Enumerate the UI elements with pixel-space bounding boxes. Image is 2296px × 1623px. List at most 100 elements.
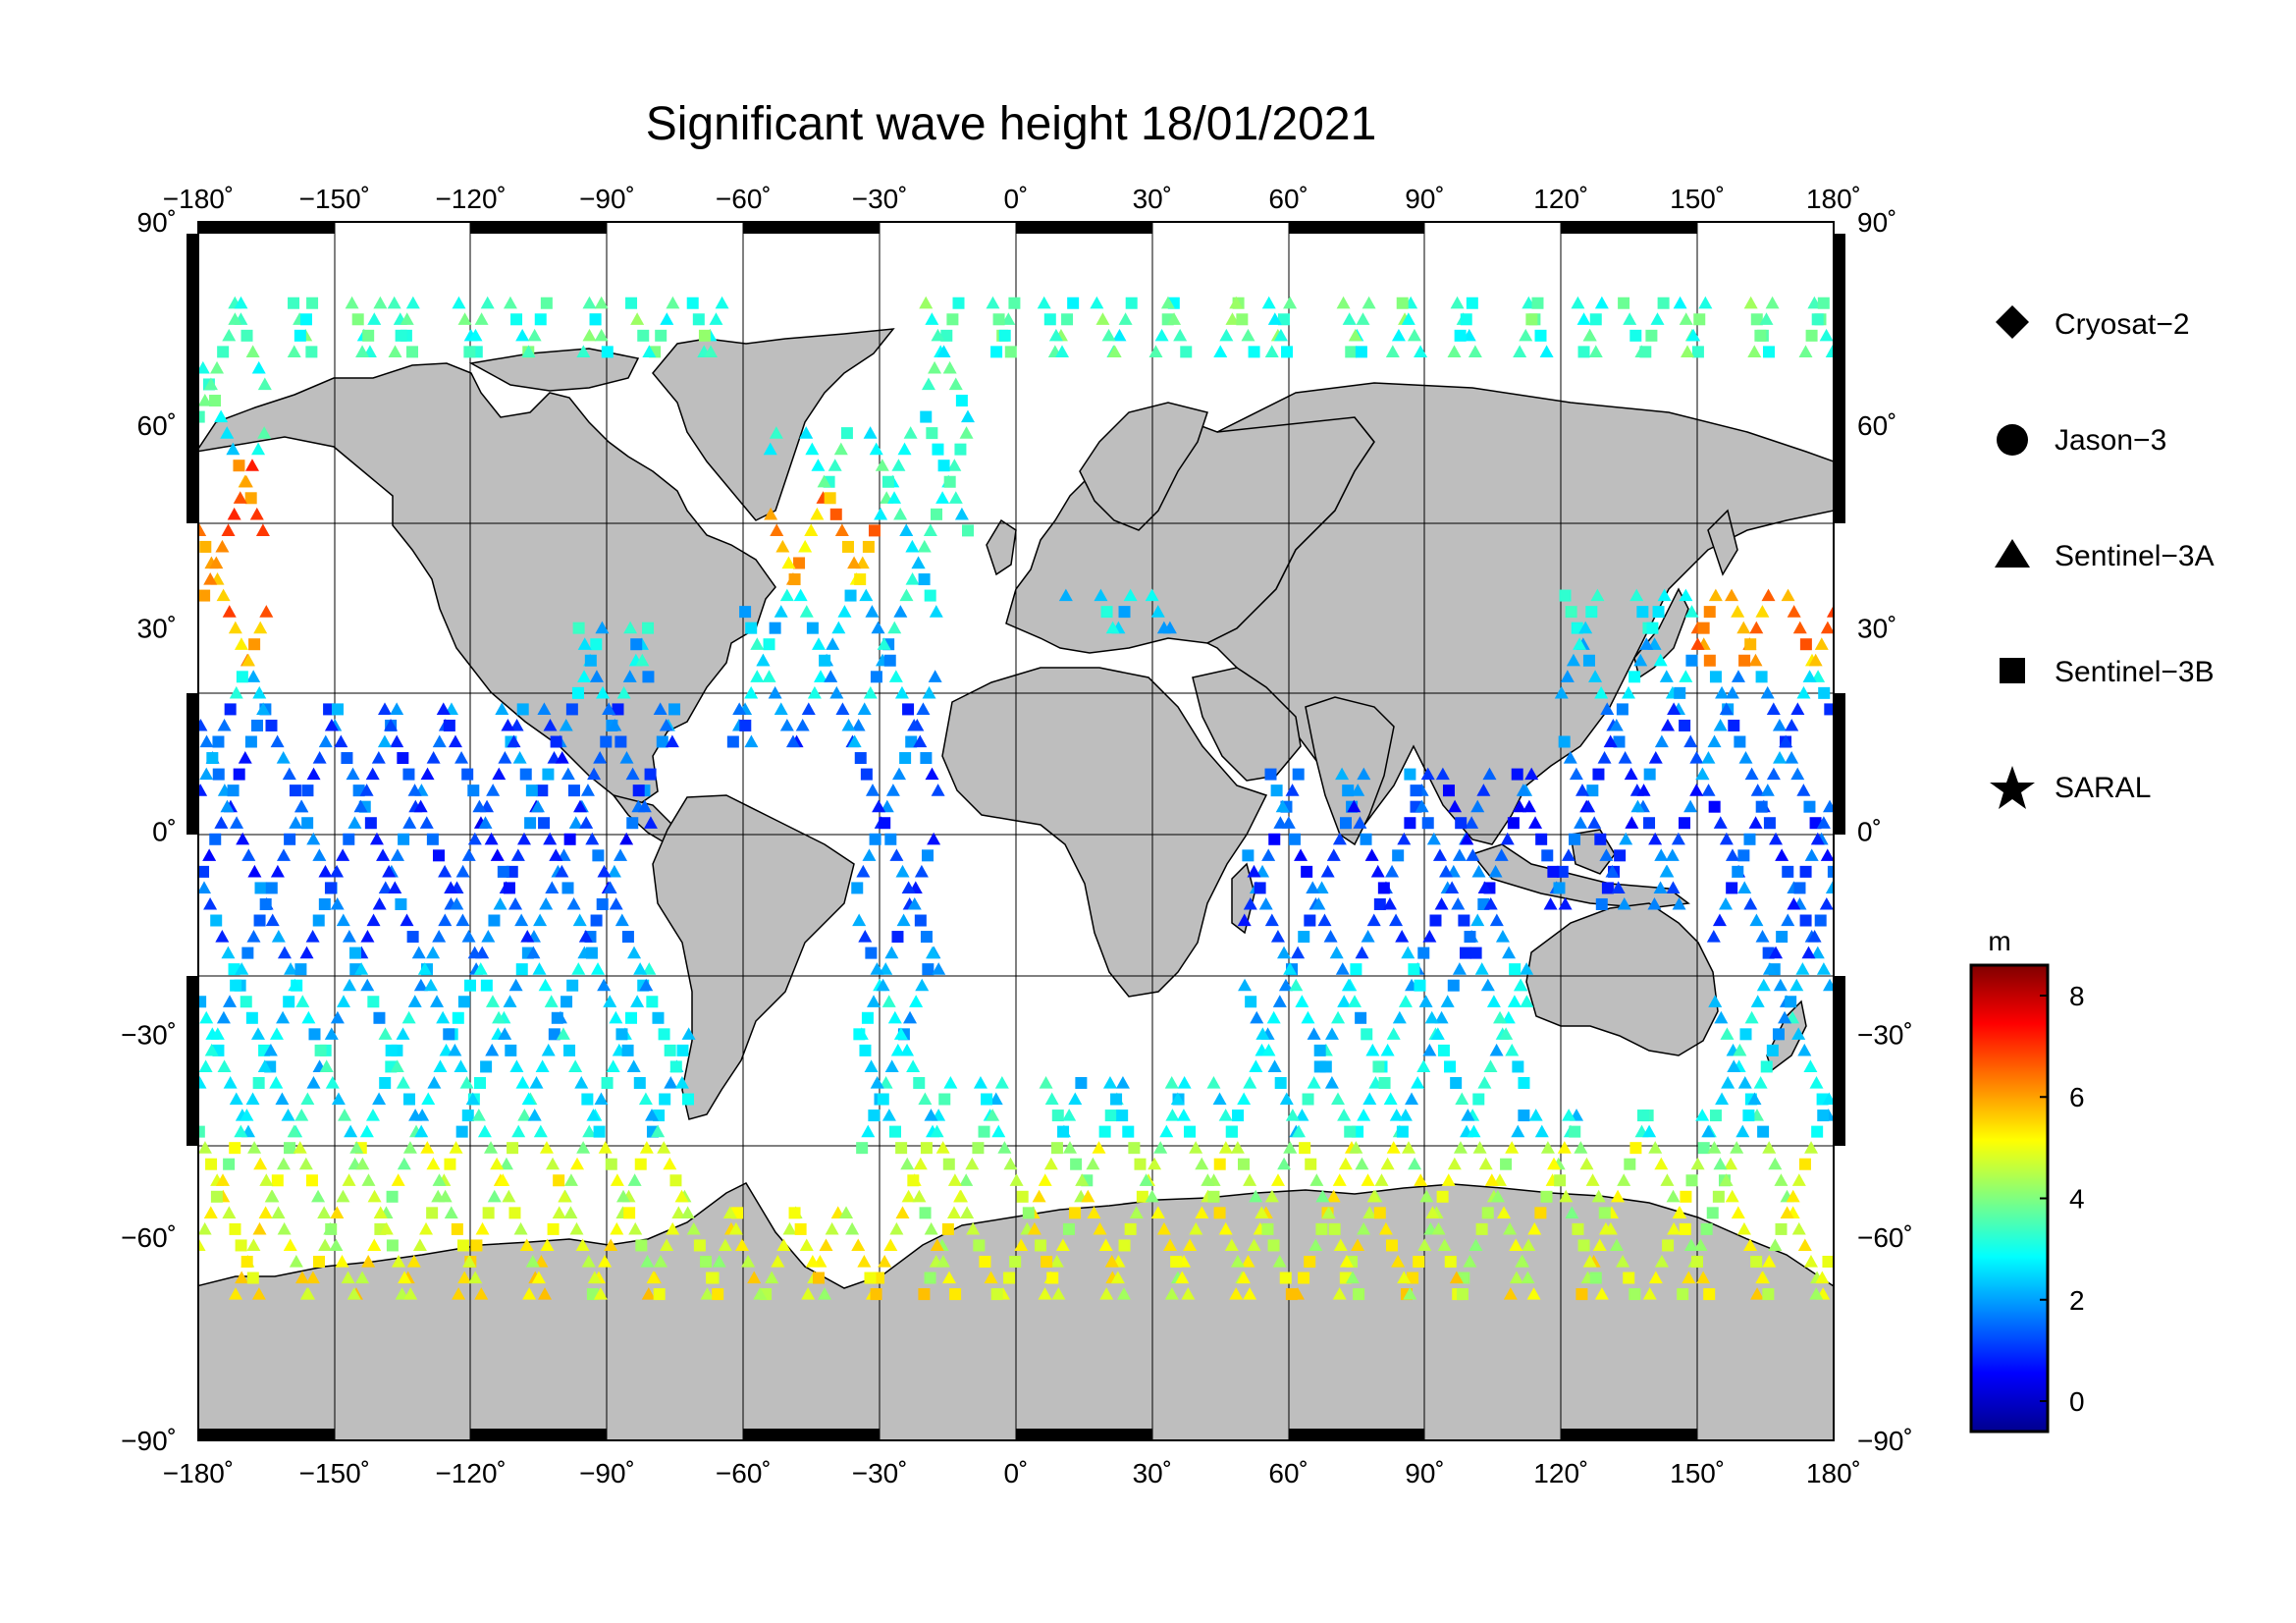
track-point (1258, 896, 1273, 910)
track-point (870, 671, 882, 683)
track-point (870, 1288, 882, 1301)
track-point (1708, 800, 1721, 813)
track-point (1225, 1125, 1238, 1138)
track-point (892, 767, 907, 781)
track-point (1768, 1157, 1783, 1170)
track-point (664, 1044, 676, 1056)
track-point (318, 734, 333, 748)
track-point (1385, 345, 1400, 357)
track-point (198, 1075, 207, 1089)
track-point (1447, 345, 1462, 357)
track-point (627, 946, 642, 959)
track-point (1719, 832, 1734, 845)
track-point (313, 1255, 326, 1268)
track-point (1598, 1207, 1611, 1219)
track-point (801, 1287, 816, 1300)
track-point (1685, 654, 1698, 667)
track-point (1110, 1271, 1125, 1284)
track-point (763, 638, 775, 651)
track-point (294, 1271, 309, 1284)
land-australia (1525, 902, 1719, 1056)
track-point (704, 345, 719, 357)
track-point (1398, 1109, 1413, 1121)
track-point (360, 978, 375, 992)
track-point (253, 621, 268, 634)
track-point (385, 1044, 398, 1056)
colorbar-tick-label: 2 (2069, 1285, 2085, 1316)
track-point (1237, 1271, 1252, 1284)
track-point (319, 1059, 334, 1073)
track-point (519, 1238, 534, 1252)
track-point (1811, 1125, 1824, 1138)
track-point (563, 833, 576, 845)
track-point (593, 1287, 608, 1300)
track-point (330, 1206, 345, 1218)
track-point (1470, 799, 1485, 813)
track-point (1561, 848, 1575, 861)
track-point (351, 313, 364, 326)
track-point (1535, 833, 1548, 845)
track-point (230, 979, 242, 992)
track-point (1458, 914, 1470, 927)
track-point (443, 1028, 455, 1041)
track-point (1520, 962, 1534, 975)
track-point (837, 605, 852, 618)
track-point (774, 702, 788, 715)
track-point (467, 832, 482, 845)
track-point (568, 816, 583, 829)
track-point (444, 1206, 458, 1218)
track-point (592, 849, 605, 862)
track-point (448, 1043, 462, 1056)
track-point (856, 1142, 869, 1155)
lon-tick-label-bottom: −30˚ (852, 1458, 908, 1488)
track-point (1331, 1010, 1346, 1024)
track-point (412, 1238, 427, 1252)
track-point (1125, 297, 1138, 309)
track-point (861, 1124, 876, 1138)
track-point (924, 589, 936, 602)
lon-tick-label-top: −180˚ (163, 184, 234, 214)
track-point (432, 930, 447, 943)
track-point (468, 328, 483, 342)
track-point (1727, 1059, 1741, 1073)
track-point (856, 864, 871, 878)
lat-tick-label-left: −90˚ (121, 1426, 177, 1456)
track-point (1466, 848, 1480, 861)
track-point (1461, 1109, 1475, 1121)
track-point (1683, 799, 1698, 813)
track-point (217, 346, 230, 358)
track-point (615, 1028, 628, 1041)
track-point (1294, 848, 1308, 861)
track-point (198, 1125, 205, 1138)
track-point (1218, 1221, 1233, 1235)
track-point (607, 864, 621, 878)
track-point (1795, 962, 1810, 975)
track-point (387, 296, 401, 309)
track-point (244, 459, 259, 471)
track-point (779, 588, 794, 602)
track-point (646, 1271, 661, 1284)
track-point (1709, 1109, 1722, 1122)
track-point (496, 1173, 510, 1186)
track-point (895, 1206, 910, 1218)
track-point (1807, 930, 1822, 943)
track-point (1283, 1141, 1298, 1154)
track-point (1357, 1109, 1371, 1121)
track-point (1068, 1092, 1083, 1106)
track-point (986, 296, 1000, 309)
track-point (674, 1075, 689, 1089)
track-point (788, 1207, 801, 1219)
track-point (1643, 768, 1656, 781)
track-point (1285, 1109, 1300, 1121)
track-point (1513, 345, 1527, 357)
track-point (903, 426, 918, 439)
track-point (336, 1189, 350, 1203)
track-point (1230, 1254, 1245, 1268)
track-point (546, 1157, 561, 1170)
track-point (1122, 1125, 1135, 1138)
track-point (1553, 882, 1566, 894)
track-point (1124, 1222, 1137, 1235)
track-point (1505, 1141, 1520, 1154)
track-point (365, 767, 380, 781)
track-point (414, 1124, 429, 1138)
